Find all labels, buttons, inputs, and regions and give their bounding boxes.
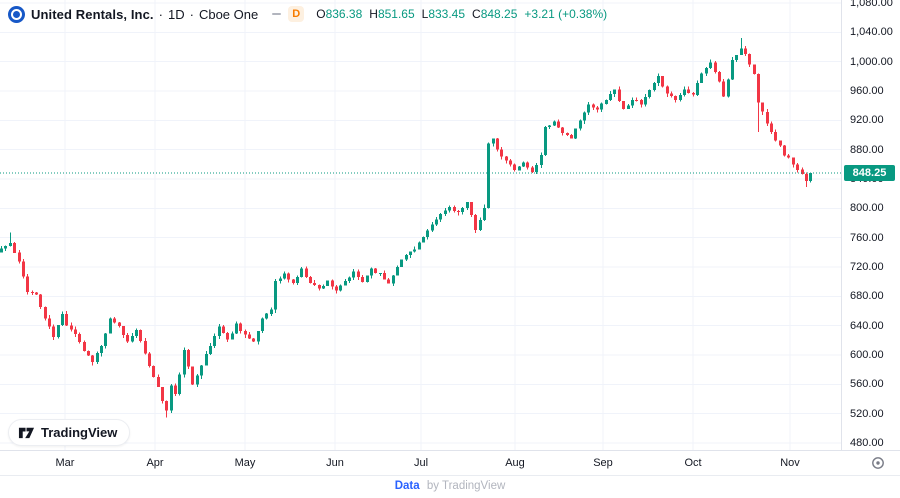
time-axis-label: Nov (780, 457, 800, 469)
high-value: 851.65 (377, 7, 415, 21)
separator-dot: · (158, 6, 163, 22)
open-value: 836.38 (325, 7, 363, 21)
minus-icon (272, 12, 282, 16)
price-axis-label: 1,080.00 (850, 0, 893, 9)
price-axis-label: 1,040.00 (850, 26, 893, 39)
settings-gear-icon[interactable] (870, 455, 886, 471)
price-axis-label: 520.00 (850, 407, 884, 420)
price-axis-label: 960.00 (850, 85, 884, 97)
time-axis-label: Mar (55, 457, 75, 469)
candlestick-chart[interactable] (0, 0, 841, 450)
attribution-text: by TradingView (426, 480, 506, 492)
time-axis-label: Apr (146, 457, 164, 469)
price-axis-label: 1,000.00 (850, 55, 893, 68)
price-axis-label: 920.00 (850, 114, 884, 127)
time-axis-label: Sep (593, 457, 613, 469)
data-link[interactable]: Data (394, 480, 420, 492)
tradingview-logo-icon (18, 427, 35, 439)
price-axis-label: 880.00 (850, 143, 884, 156)
open-label: O (316, 7, 326, 21)
price-axis[interactable]: 848.25 1,080.00 1,040.00 1,000.00 960.00 920… (841, 0, 900, 450)
tradingview-watermark[interactable]: TradingView (8, 419, 131, 446)
time-axis-label: Oct (684, 457, 702, 469)
low-value: 833.45 (428, 7, 466, 21)
time-axis-label: May (234, 457, 256, 469)
symbol-name[interactable]: United Rentals, Inc. (31, 6, 154, 22)
price-axis-label: 640.00 (850, 319, 884, 332)
united-rentals-logo-icon (8, 5, 25, 23)
ohlc-readout: O836.38 H851.65 L833.45 C848.25 +3.21 (+… (316, 7, 607, 21)
attribution-footer: Data by TradingView (0, 475, 900, 498)
symbol-header: United Rentals, Inc. · 1D · Cboe One D O… (8, 5, 607, 23)
interval-badge: D (288, 6, 305, 22)
price-axis-label: 560.00 (850, 378, 884, 391)
low-label: L (421, 7, 429, 21)
time-axis[interactable]: Mar Apr May Jun Jul Aug Sep Oct Nov (0, 450, 900, 475)
change-value: +3.21 (+0.38%) (524, 7, 608, 21)
exchange-label[interactable]: Cboe One (198, 6, 259, 22)
separator-dot: · (189, 6, 194, 22)
last-price-label: 848.25 (844, 164, 895, 181)
close-label: C (472, 7, 481, 21)
time-axis-label: Aug (505, 457, 525, 469)
price-axis-label: 600.00 (850, 349, 884, 361)
time-axis-label: Jun (326, 457, 344, 469)
price-axis-label: 760.00 (850, 231, 884, 244)
time-axis-label: Jul (413, 457, 429, 469)
price-axis-label: 800.00 (850, 202, 884, 215)
price-axis-label: 680.00 (850, 290, 884, 303)
chart-pane[interactable]: United Rentals, Inc. · 1D · Cboe One D O… (0, 0, 841, 450)
watermark-label: TradingView (41, 425, 118, 440)
close-value: 848.25 (480, 7, 518, 21)
high-label: H (369, 7, 378, 21)
price-axis-label: 480.00 (850, 437, 884, 449)
price-axis-label: 720.00 (850, 261, 884, 273)
interval-label[interactable]: 1D (167, 6, 185, 22)
